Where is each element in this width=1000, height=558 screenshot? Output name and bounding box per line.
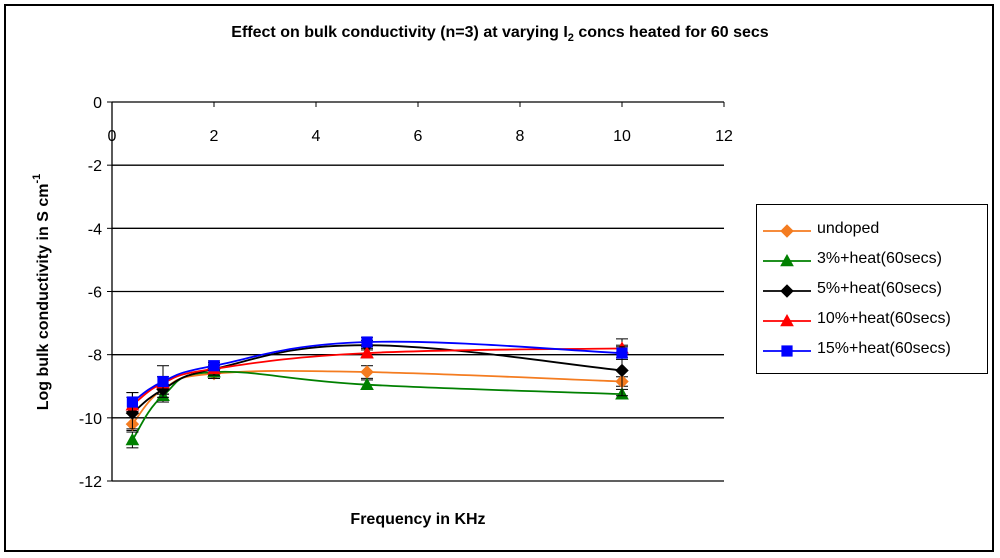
y-axis-label-sup: -1 — [31, 174, 43, 184]
series-line — [131, 370, 623, 441]
data-point — [615, 363, 629, 378]
y-tick-label: 0 — [93, 95, 102, 112]
data-point — [361, 336, 373, 348]
legend-swatch — [763, 313, 811, 327]
data-point — [360, 377, 374, 390]
y-tick-labels: 0 -2 -4 -6 -8 -10 -12 — [79, 95, 102, 491]
y-tick-label: -10 — [79, 411, 102, 428]
data-point — [125, 432, 140, 446]
data-series — [125, 336, 629, 449]
series-4 — [126, 336, 628, 413]
x-axis-label: Frequency in KHz — [350, 511, 485, 528]
legend-label: 15%+heat(60secs) — [817, 340, 951, 357]
legend-item: 5%+heat(60secs) — [757, 275, 987, 305]
legend-label: 3%+heat(60secs) — [817, 250, 942, 267]
y-axis-label: Log bulk conductivity in S cm-1 — [31, 174, 52, 410]
y-tick-label: -2 — [88, 158, 102, 175]
y-tick-label: -4 — [88, 221, 102, 238]
chart-title: Effect on bulk conductivity (n=3) at var… — [231, 24, 769, 45]
legend-swatch-marker — [780, 284, 794, 298]
data-point — [157, 375, 169, 388]
y-axis-label-text: Log bulk conductivity in S cm — [35, 184, 52, 411]
x-tick-label: 8 — [516, 128, 525, 145]
axes — [107, 101, 725, 482]
y-tick-label: -12 — [79, 474, 102, 491]
legend-swatch-marker — [780, 313, 794, 327]
legend-swatch-marker — [780, 224, 794, 238]
legend-label: undoped — [817, 220, 880, 237]
legend-item: 3%+heat(60secs) — [757, 245, 987, 275]
legend-item: 10%+heat(60secs) — [757, 305, 987, 335]
data-point — [616, 347, 628, 359]
legend-item: 15%+heat(60secs) — [757, 335, 987, 365]
series-line — [131, 347, 623, 406]
legend-swatch-marker — [780, 253, 794, 267]
legend-item: undoped — [757, 215, 987, 245]
legend-swatch — [763, 284, 811, 298]
x-tick-label: 0 — [108, 128, 117, 145]
legend-swatch-marker — [781, 345, 793, 357]
legend: undoped 3%+heat(60secs) 5%+heat(60secs) 10%… — [756, 204, 988, 374]
series-line — [131, 370, 623, 425]
x-tick-label: 6 — [414, 128, 423, 145]
x-tick-label: 4 — [312, 128, 321, 145]
x-tick-label: 2 — [210, 128, 219, 145]
data-point — [126, 396, 139, 408]
legend-swatch — [763, 345, 811, 357]
series-0 — [125, 365, 629, 431]
legend-swatch — [763, 224, 811, 238]
x-tick-label: 10 — [613, 128, 631, 145]
data-point — [208, 360, 220, 372]
grid-lines — [112, 164, 724, 482]
data-point — [360, 346, 374, 359]
legend-swatch — [763, 253, 811, 267]
x-tick-label: 12 — [715, 128, 733, 145]
y-tick-label: -8 — [88, 348, 102, 365]
x-tick-labels: 0 2 4 6 8 10 12 — [108, 128, 733, 145]
legend-label: 10%+heat(60secs) — [817, 310, 951, 327]
y-tick-label: -6 — [88, 285, 102, 302]
legend-label: 5%+heat(60secs) — [817, 280, 942, 297]
data-point — [360, 365, 374, 379]
